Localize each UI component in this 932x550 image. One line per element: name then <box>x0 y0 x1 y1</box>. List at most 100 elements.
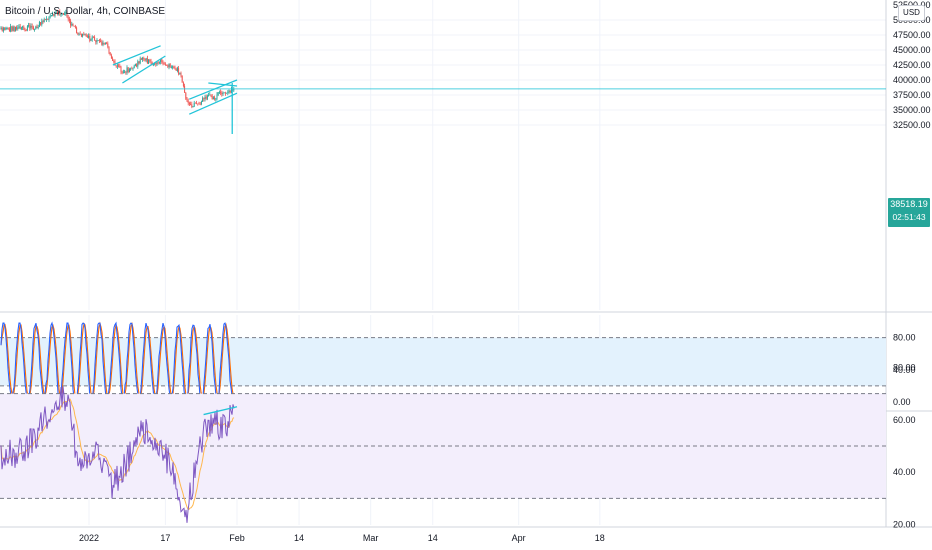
candle-body <box>181 75 183 83</box>
candle-body <box>194 102 196 104</box>
candle-body <box>41 21 43 25</box>
candle-body <box>18 26 20 28</box>
candle-body <box>214 97 216 100</box>
candle-body <box>54 12 56 16</box>
candle-body <box>1 27 3 31</box>
time-tick-label: 2022 <box>79 533 99 543</box>
candle-body <box>143 57 145 60</box>
candle-body <box>169 64 171 68</box>
candle-body <box>82 33 84 37</box>
candle-body <box>122 71 124 73</box>
candles-layer <box>0 9 235 109</box>
candle-body <box>31 26 33 28</box>
candle-body <box>217 92 219 95</box>
stoch-tick-label: 0.00 <box>893 397 911 407</box>
candle-body <box>163 63 165 65</box>
candle-body <box>157 62 159 64</box>
candle-body <box>188 102 190 105</box>
candle-body <box>144 59 146 61</box>
stoch-k-line <box>0 321 235 401</box>
candle-body <box>48 16 50 20</box>
candle-body <box>138 61 140 64</box>
candle-body <box>161 59 163 63</box>
candle-body <box>139 58 141 64</box>
price-tick-label: 47500.00 <box>893 30 931 40</box>
time-tick-label: 14 <box>294 533 304 543</box>
candle-body <box>98 40 100 42</box>
candle-body <box>67 17 69 20</box>
candle-body <box>151 62 153 65</box>
candle-body <box>50 15 52 17</box>
candle-body <box>203 98 205 100</box>
candle-body <box>11 26 13 31</box>
candle-body <box>108 46 110 53</box>
candle-body <box>34 28 36 30</box>
stoch-tick-label: 80.00 <box>893 333 916 343</box>
candle-body <box>77 33 79 35</box>
candle-body <box>94 37 96 41</box>
candle-body <box>24 29 26 31</box>
candle-body <box>190 104 192 106</box>
rsi-tick-label: 60.00 <box>893 415 916 425</box>
price-tick-label: 32500.00 <box>893 120 931 130</box>
candle-body <box>128 68 130 73</box>
candle-body <box>220 91 222 93</box>
candle-body <box>186 98 188 101</box>
candle-body <box>61 13 63 14</box>
candle-body <box>65 12 67 14</box>
time-tick-label: Mar <box>363 533 379 543</box>
candle-body <box>121 71 123 73</box>
candle-body <box>73 25 75 27</box>
candle-body <box>79 33 81 35</box>
candle-body <box>90 39 92 41</box>
candle-body <box>7 28 9 29</box>
candle-body <box>191 104 193 107</box>
candle-body <box>92 36 94 38</box>
candle-body <box>17 27 19 30</box>
candle-body <box>6 28 8 29</box>
candle-body <box>156 62 158 65</box>
candle-body <box>109 52 111 56</box>
candle-body <box>185 92 187 99</box>
candle-body <box>113 61 115 62</box>
candle-body <box>167 65 169 67</box>
candle-body <box>178 68 180 74</box>
candle-body <box>91 36 93 40</box>
candle-body <box>20 27 22 29</box>
candle-body <box>60 13 62 15</box>
candle-body <box>200 101 202 105</box>
candle-body <box>104 43 106 45</box>
candle-body <box>204 96 206 99</box>
candle-body <box>182 82 184 86</box>
candle-body <box>49 15 51 17</box>
candle-body <box>149 59 151 62</box>
candle-body <box>107 43 109 47</box>
candle-body <box>226 92 228 94</box>
candle-body <box>71 23 73 26</box>
candle-body <box>230 88 232 93</box>
candle-body <box>59 11 61 15</box>
candle-body <box>52 14 54 16</box>
candle-body <box>216 94 218 99</box>
candle-body <box>10 26 12 32</box>
time-tick-label: 14 <box>428 533 438 543</box>
candle-body <box>134 64 136 66</box>
candle-body <box>70 20 72 26</box>
candle-body <box>166 64 168 66</box>
candle-body <box>28 25 30 27</box>
candle-body <box>131 68 133 70</box>
candle-body <box>72 23 74 26</box>
candle-body <box>116 65 118 67</box>
candle-body <box>120 66 122 72</box>
candle-body <box>222 92 224 95</box>
candle-body <box>14 27 16 32</box>
candle-body <box>205 96 207 99</box>
candle-body <box>84 34 86 36</box>
currency-button[interactable]: USD <box>898 5 925 21</box>
candle-body <box>96 40 98 43</box>
candle-body <box>0 27 2 29</box>
candle-body <box>160 59 162 62</box>
candle-body <box>196 102 198 104</box>
